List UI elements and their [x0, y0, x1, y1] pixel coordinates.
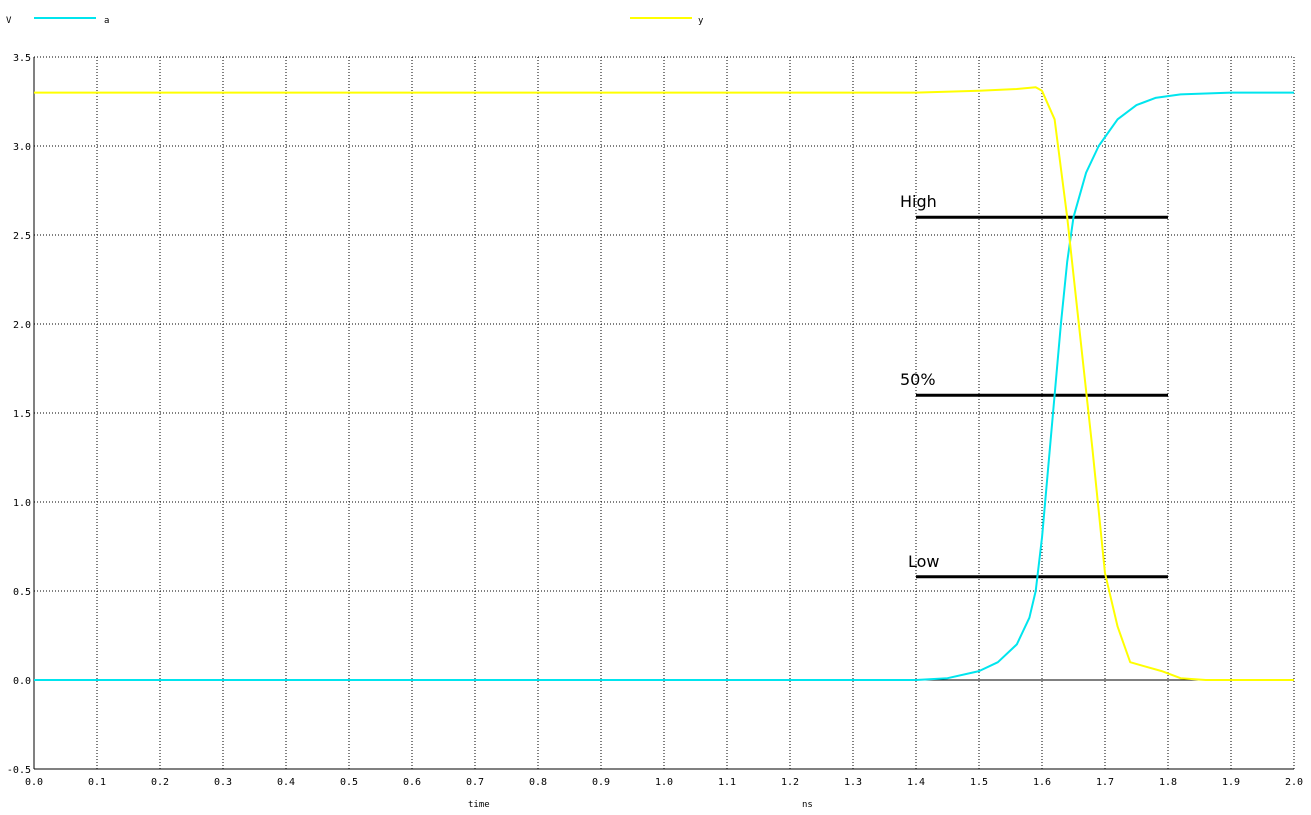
- x-tick-label: 1.6: [1033, 777, 1051, 788]
- x-tick-label: 0.5: [340, 777, 358, 788]
- x-tick-label: 1.8: [1159, 777, 1177, 788]
- y-tick-label: 1.5: [13, 409, 31, 420]
- y-axis-label: V: [6, 16, 12, 26]
- grid: [34, 56, 1295, 770]
- x-tick-label: 1.1: [718, 777, 736, 788]
- y-tick-label: 3.5: [13, 53, 31, 64]
- series-line-a: [34, 91, 1294, 681]
- x-tick-label: 1.9: [1222, 777, 1240, 788]
- series-line-y: [34, 86, 1294, 681]
- x-tick-label: 0.4: [277, 777, 295, 788]
- x-tick-label: 1.0: [655, 777, 673, 788]
- annotation-label: Low: [908, 552, 940, 571]
- legend-label-y: y: [698, 16, 704, 26]
- x-axis-label: time: [468, 800, 490, 810]
- x-tick-label: 0.8: [529, 777, 547, 788]
- x-tick-label: 0.1: [88, 777, 106, 788]
- y-tick-label: 1.0: [13, 498, 31, 509]
- legend-label-a: a: [104, 16, 109, 26]
- annotations: High 50% Low: [900, 192, 1168, 579]
- y-tick-label: -0.5: [7, 765, 31, 776]
- x-tick-label: 0.6: [403, 777, 421, 788]
- annotation-label: 50%: [900, 370, 936, 389]
- y-tick-label: 0.0: [13, 676, 31, 687]
- axes: [33, 57, 1294, 770]
- series-lines: [34, 86, 1294, 681]
- x-tick-label: 0.0: [25, 777, 43, 788]
- x-tick-label: 1.5: [970, 777, 988, 788]
- x-tick-label: 0.9: [592, 777, 610, 788]
- x-tick-label: 1.3: [844, 777, 862, 788]
- x-tick-label: 0.7: [466, 777, 484, 788]
- y-tick-label: 2.0: [13, 320, 31, 331]
- y-tick-label: 3.0: [13, 142, 31, 153]
- y-tick-label: 0.5: [13, 587, 31, 598]
- x-tick-label: 0.2: [151, 777, 169, 788]
- x-tick-label: 1.7: [1096, 777, 1114, 788]
- x-tick-label: 2.0: [1285, 777, 1303, 788]
- x-axis-unit: ns: [802, 800, 813, 810]
- x-tick-label: 1.4: [907, 777, 925, 788]
- y-tick-label: 2.5: [13, 231, 31, 242]
- x-tick-label: 1.2: [781, 777, 799, 788]
- tick-labels: 0.0 0.1 0.2 0.3 0.4 0.5 0.6 0.7 0.8 0.9 1.0 1.1 1.2 1…: [7, 53, 1303, 788]
- annotation-label: High: [900, 192, 937, 211]
- x-tick-label: 0.3: [214, 777, 232, 788]
